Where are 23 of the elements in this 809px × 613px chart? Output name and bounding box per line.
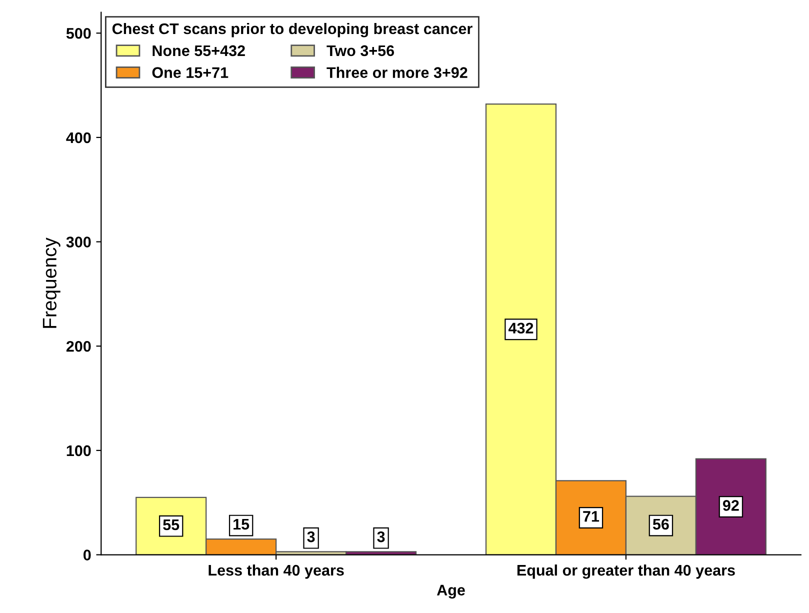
legend-label: Three or more 3+92 xyxy=(326,66,468,78)
x-axis-title: Age xyxy=(436,584,465,599)
legend-label: Two 3+56 xyxy=(326,45,394,56)
x-tick-label: Equal or greater than 40 years xyxy=(517,564,735,579)
y-tick-label: 200 xyxy=(66,340,91,352)
x-tick-label: Less than 40 years xyxy=(208,564,344,579)
data-label: 3 xyxy=(377,531,385,542)
y-tick-label: 300 xyxy=(66,236,91,248)
data-label: 56 xyxy=(652,518,669,530)
legend-label: One 15+71 xyxy=(152,67,228,78)
y-axis-title: Frequency xyxy=(42,238,60,328)
y-tick-label: 500 xyxy=(66,28,91,39)
data-label: 71 xyxy=(583,511,600,522)
y-tick-label: 100 xyxy=(66,445,91,456)
data-label: 92 xyxy=(722,500,739,511)
data-label: 15 xyxy=(234,518,250,530)
y-tick-label: 0 xyxy=(84,550,91,560)
data-label: 55 xyxy=(163,520,180,530)
data-label: 3 xyxy=(307,531,315,542)
legend-title: Chest CT scans prior to developing breast cancer xyxy=(112,22,472,38)
legend-label: None 55+432 xyxy=(152,45,245,56)
y-tick-label: 400 xyxy=(66,132,91,144)
data-label: 432 xyxy=(508,322,534,334)
